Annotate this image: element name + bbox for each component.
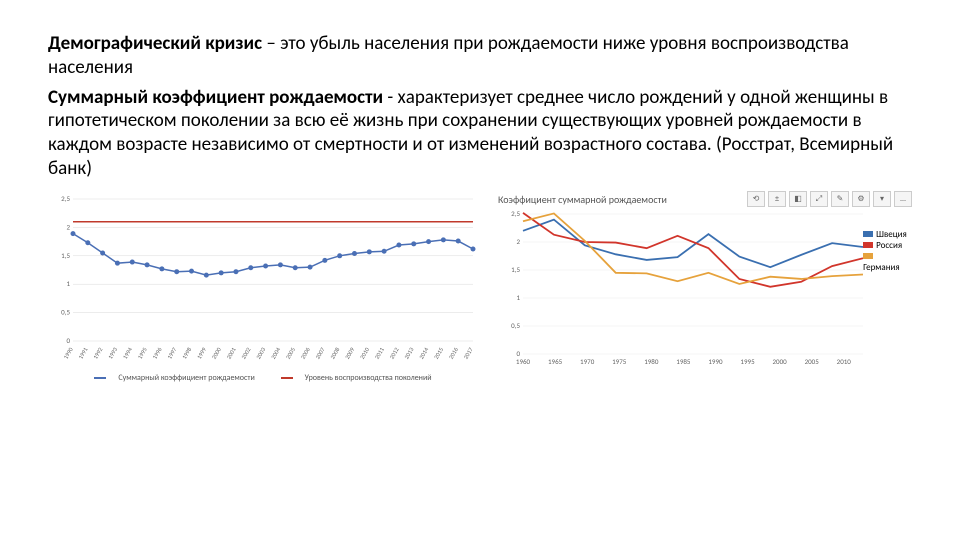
term-1: Демографический кризис — [48, 32, 262, 55]
toolbar-button[interactable]: ⤢ — [810, 191, 828, 207]
paragraph-2: Суммарный коэффициент рождаемости - хара… — [48, 86, 912, 181]
legend-right: ШвецияРоссияГермания — [863, 209, 912, 374]
legend-item: Россия — [863, 240, 912, 251]
svg-text:2006: 2006 — [299, 346, 312, 361]
svg-text:2004: 2004 — [269, 346, 282, 361]
chart-toolbar: ⟲±◧⤢✎⚙▾… — [747, 191, 912, 207]
toolbar-button[interactable]: ± — [768, 191, 786, 207]
toolbar-button[interactable]: ▾ — [873, 191, 891, 207]
svg-text:2016: 2016 — [447, 346, 460, 361]
svg-text:1998: 1998 — [180, 346, 193, 361]
legend-left: Суммарный коэффициент рождаемости Уровен… — [48, 373, 478, 383]
svg-text:2013: 2013 — [402, 346, 415, 361]
svg-text:2002: 2002 — [239, 346, 252, 361]
svg-text:0,5: 0,5 — [61, 307, 70, 316]
svg-text:1960: 1960 — [516, 357, 531, 366]
fertility-chart-russia: 0 0,5 1 1,5 2 2,5 1990199119921993199419951996… — [48, 191, 478, 383]
svg-text:2010: 2010 — [837, 357, 852, 366]
svg-text:2001: 2001 — [225, 346, 238, 361]
svg-text:2014: 2014 — [417, 346, 430, 361]
legend-item: Германия — [863, 251, 912, 273]
svg-text:2011: 2011 — [373, 346, 386, 361]
svg-text:1965: 1965 — [548, 357, 563, 366]
toolbar-button[interactable]: ⟲ — [747, 191, 765, 207]
svg-text:2,5: 2,5 — [511, 209, 520, 218]
svg-text:1: 1 — [66, 279, 70, 288]
svg-text:2009: 2009 — [343, 346, 356, 361]
svg-text:2015: 2015 — [432, 346, 445, 361]
legend-item: Швеция — [863, 229, 912, 240]
chart-title-right: Коэффициент суммарной рождаемости — [498, 193, 667, 206]
toolbar-button[interactable]: ◧ — [789, 191, 807, 207]
svg-text:2010: 2010 — [358, 346, 371, 361]
svg-text:0: 0 — [66, 336, 70, 345]
svg-text:1995: 1995 — [136, 346, 149, 361]
svg-text:2005: 2005 — [805, 357, 820, 366]
svg-text:1985: 1985 — [676, 357, 691, 366]
svg-text:1990: 1990 — [708, 357, 723, 366]
svg-text:1996: 1996 — [151, 346, 164, 361]
svg-text:2012: 2012 — [388, 346, 401, 361]
svg-text:2005: 2005 — [284, 346, 297, 361]
term-2: Суммарный коэффициент рождаемости — [48, 86, 383, 109]
svg-text:1995: 1995 — [740, 357, 755, 366]
svg-text:1980: 1980 — [644, 357, 659, 366]
paragraph-1: Демографический кризис – это убыль насел… — [48, 32, 912, 80]
svg-text:1997: 1997 — [165, 346, 178, 361]
svg-text:1,5: 1,5 — [61, 250, 70, 259]
svg-text:1970: 1970 — [580, 357, 595, 366]
svg-text:1: 1 — [516, 293, 520, 302]
svg-text:2008: 2008 — [328, 346, 341, 361]
svg-text:2003: 2003 — [254, 346, 267, 361]
svg-text:2: 2 — [516, 237, 520, 246]
toolbar-button[interactable]: ✎ — [831, 191, 849, 207]
svg-text:1975: 1975 — [612, 357, 627, 366]
svg-text:2,5: 2,5 — [61, 194, 70, 203]
svg-text:1999: 1999 — [195, 346, 208, 361]
toolbar-button[interactable]: ⚙ — [852, 191, 870, 207]
svg-text:2017: 2017 — [462, 346, 475, 361]
toolbar-button[interactable]: … — [894, 191, 912, 207]
fertility-chart-countries: Коэффициент суммарной рождаемости ⟲±◧⤢✎⚙… — [498, 191, 912, 383]
svg-text:1994: 1994 — [121, 346, 134, 361]
svg-text:2007: 2007 — [314, 346, 327, 361]
svg-text:1990: 1990 — [62, 346, 75, 361]
svg-text:2: 2 — [66, 222, 70, 231]
svg-text:1991: 1991 — [77, 346, 90, 361]
svg-text:1,5: 1,5 — [511, 265, 520, 274]
svg-text:1993: 1993 — [106, 346, 119, 361]
svg-text:0,5: 0,5 — [511, 321, 520, 330]
svg-text:1992: 1992 — [91, 346, 104, 361]
svg-text:2000: 2000 — [773, 357, 788, 366]
svg-text:2000: 2000 — [210, 346, 223, 361]
